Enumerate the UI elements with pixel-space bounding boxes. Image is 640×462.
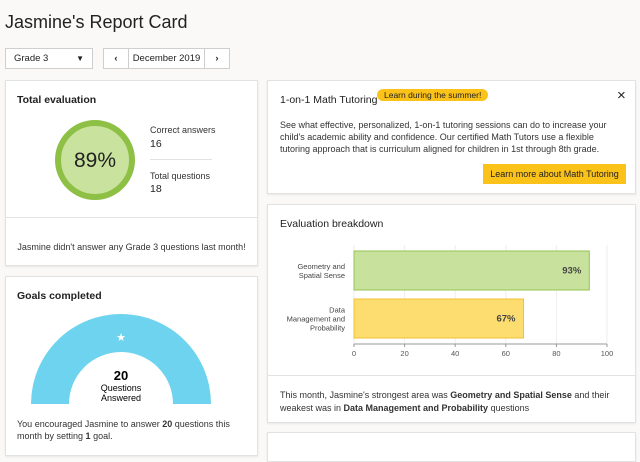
score-ring: 89% — [55, 120, 135, 200]
text-bold: Data Management and Probability — [343, 403, 489, 413]
bar — [353, 298, 525, 339]
goals-gauge: ★ 20 Questions Answered — [31, 314, 211, 404]
dropdown-arrow: ▼ — [76, 54, 84, 63]
grade-select[interactable]: Grade 3 ▼ — [5, 48, 93, 69]
text-bold: 20 — [162, 419, 173, 429]
text-bold: 1 — [85, 431, 91, 441]
card-title: Goals completed — [17, 290, 102, 302]
star: ★ — [116, 332, 126, 344]
total-label: Total questions — [150, 171, 211, 181]
score: 89% — [74, 149, 116, 172]
next-card — [267, 432, 636, 462]
value-label: 67% — [496, 314, 516, 325]
correct-value: 16 — [150, 138, 162, 150]
text: This month, Jasmine's strongest area was — [280, 390, 451, 400]
card-title: Total evaluation — [17, 94, 97, 106]
grade-text: Grade 3 — [14, 53, 49, 64]
card-title: Evaluation breakdown — [280, 218, 384, 230]
next-button[interactable]: › — [204, 48, 230, 69]
page: Jasmine's Report Card Grade 3 ▼ ‹ Decembe… — [5, 12, 636, 462]
total-evaluation-card: Total evaluation 89% Correct answers 16 … — [5, 80, 258, 266]
note: Jasmine didn't answer any Grade 3 questi… — [17, 242, 246, 252]
x-tick-label: 60 — [502, 349, 510, 358]
goal-count-label: Answered — [101, 393, 141, 403]
x-tick-label: 100 — [601, 349, 614, 358]
text-bold: Geometry and Spatial Sense — [450, 390, 572, 400]
x-tick-label: 80 — [552, 349, 560, 358]
bar — [353, 250, 590, 291]
body-text: See what effective, personalized, 1-on-1… — [280, 120, 607, 154]
ring — [55, 120, 135, 200]
close-button[interactable]: × — [617, 87, 626, 104]
prev-button[interactable]: ‹ — [103, 48, 129, 69]
goals-card: Goals completed ★ 20 Questions Answered … — [5, 276, 258, 456]
divider — [6, 217, 257, 218]
card-title: 1-on-1 Math Tutoring — [280, 94, 378, 106]
x-tick-label: 40 — [451, 349, 459, 358]
total-value: 18 — [150, 183, 162, 195]
value-label: 93% — [562, 266, 582, 277]
goal-count-label: Questions — [101, 383, 142, 393]
breakdown-card: Evaluation breakdown 0 20 40 60 80 100 93% Geom… — [267, 204, 636, 423]
correct-label: Correct answers — [150, 125, 216, 135]
x-tick-label: 0 — [352, 349, 356, 358]
goal-count: 20 — [114, 368, 128, 383]
bar-chart: 0 20 40 60 80 100 93% Geometry and Spatial Sense… — [287, 245, 614, 358]
divider — [268, 375, 635, 376]
cta-button[interactable]: Learn more about Math Tutoring — [483, 164, 626, 184]
divider — [150, 159, 212, 160]
text: You encouraged Jasmine to answer — [17, 419, 163, 429]
goals-text: You encouraged Jasmine to answer 20 ques… — [17, 418, 242, 442]
text: and their weakest was in — [280, 390, 610, 413]
tutoring-card: 1-on-1 Math Tutoring Learn during the su… — [267, 80, 636, 194]
page-title: Jasmine's Report Card — [5, 12, 188, 32]
text: goal. — [90, 431, 113, 441]
text: questions — [488, 403, 530, 413]
category-label: Data Management and Probability — [287, 306, 346, 333]
footer-text: This month, Jasmine's strongest area was… — [280, 389, 625, 415]
badge: Learn during the summer! — [377, 89, 489, 101]
gauge-arc — [31, 314, 211, 404]
text: questions this month by setting — [17, 419, 230, 441]
x-tick-label: 20 — [400, 349, 408, 358]
month-label: December 2019 — [128, 48, 205, 69]
category-label: Geometry and Spatial Sense — [297, 262, 345, 280]
